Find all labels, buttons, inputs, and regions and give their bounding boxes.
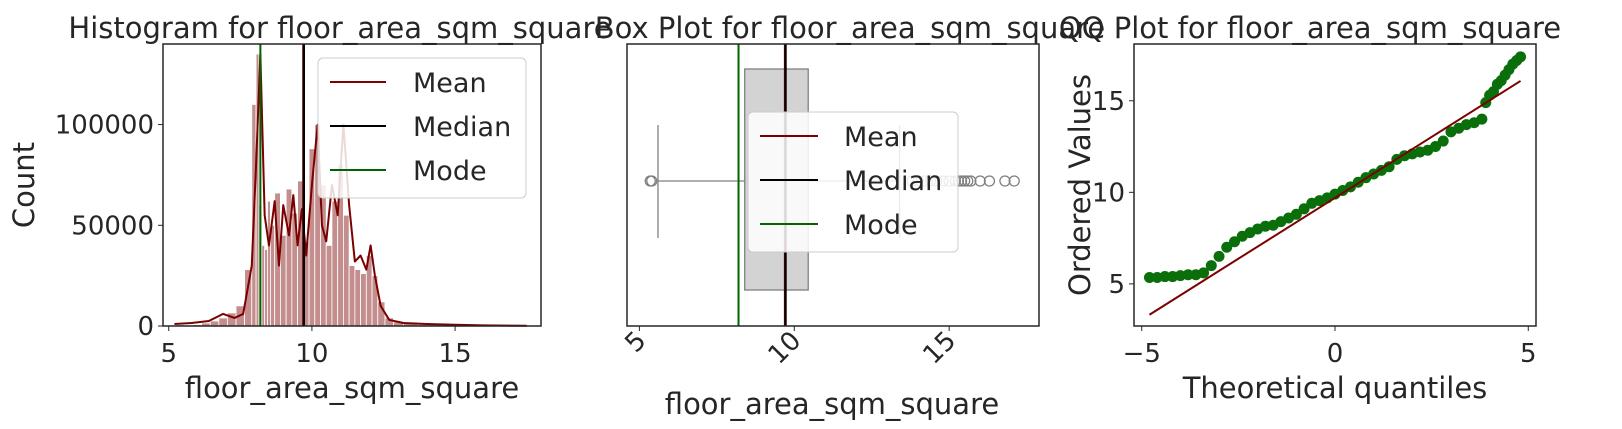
histogram-legend-median: Median xyxy=(413,112,511,143)
boxplot-x-label: floor_area_sqm_square xyxy=(665,387,999,421)
qqplot-point xyxy=(1159,271,1171,283)
qqplot-point xyxy=(1437,135,1449,147)
histogram-bar xyxy=(331,200,339,327)
qqplot-y-tick-label: 10 xyxy=(1092,178,1125,208)
histogram-panel: Histogram for floor_area_sqm_square 5 10 1… xyxy=(7,11,612,405)
boxplot-outlier xyxy=(974,175,986,187)
histogram-bar xyxy=(209,320,220,327)
histogram-y-label: Count xyxy=(7,142,41,228)
qqplot-point xyxy=(1143,271,1155,283)
boxplot-legend-median: Median xyxy=(844,166,942,197)
boxplot-x-tick-label: 15 xyxy=(918,326,963,371)
qqplot-point xyxy=(1229,236,1240,248)
histogram-x-ticks: 5 10 15 xyxy=(160,326,472,369)
qqplot-point xyxy=(1213,250,1225,262)
qqplot-point xyxy=(1515,51,1527,63)
boxplot-outlier xyxy=(1008,175,1020,187)
qqplot-x-tick-label: −5 xyxy=(1123,339,1161,369)
boxplot-outlier xyxy=(999,175,1011,187)
histogram-bar xyxy=(325,245,333,327)
histogram-legend-mode: Mode xyxy=(413,156,487,187)
boxplot-outlier xyxy=(962,175,974,187)
qqplot-y-tick-label: 5 xyxy=(1108,270,1125,300)
qqplot-x-tick-label: 5 xyxy=(1520,339,1537,369)
histogram-y-tick-label: 0 xyxy=(137,312,154,342)
histogram-y-ticks: 0 50000 100000 xyxy=(55,111,163,342)
histogram-x-tick-label: 10 xyxy=(295,339,328,369)
histogram-x-tick-label: 5 xyxy=(160,339,177,369)
histogram-bar xyxy=(354,269,361,327)
boxplot-legend-mode: Mode xyxy=(844,210,918,241)
qqplot-y-ticks: 5 10 15 xyxy=(1092,87,1134,300)
boxplot-panel: Box Plot for floor_area_sqm_square 5 10 15… xyxy=(595,11,1106,421)
histogram-x-tick-label: 15 xyxy=(439,339,472,369)
histogram-bar xyxy=(218,317,228,327)
qqplot-x-label: Theoretical quantiles xyxy=(1182,371,1488,405)
qqplot-point xyxy=(1430,141,1441,153)
qqplot-x-ticks: −5 0 5 xyxy=(1123,326,1537,369)
qqplot-frame xyxy=(1133,43,1537,327)
histogram-bar xyxy=(280,234,287,327)
histogram-x-label: floor_area_sqm_square xyxy=(185,371,519,405)
boxplot-outlier xyxy=(983,175,996,187)
boxplot-legend: Mean Median Mode xyxy=(747,111,959,253)
histogram-bar xyxy=(269,224,276,327)
boxplot-outlier xyxy=(959,175,971,187)
histogram-bar xyxy=(261,245,266,327)
boxplot-outlier xyxy=(646,175,658,187)
histogram-y-tick-label: 50000 xyxy=(71,211,154,241)
boxplot-x-tick-label: 5 xyxy=(619,326,652,359)
qqplot-point xyxy=(1383,161,1395,173)
histogram-frame xyxy=(162,43,542,327)
histogram-bar xyxy=(348,265,356,327)
qqplot-point xyxy=(1290,208,1302,220)
qqplot-point xyxy=(1221,241,1233,253)
boxplot-x-ticks: 5 10 15 xyxy=(619,326,962,371)
histogram-bar xyxy=(343,214,350,327)
boxplot-outlier xyxy=(965,175,977,187)
histogram-title: Histogram for floor_area_sqm_square xyxy=(68,11,611,45)
boxplot-x-tick-label: 10 xyxy=(763,326,808,371)
qqplot-x-tick-label: 0 xyxy=(1327,339,1344,369)
qqplot-y-label: Ordered Values xyxy=(1063,74,1097,296)
histogram-kde-line xyxy=(174,53,527,327)
qqplot-point xyxy=(1476,113,1488,125)
qqplot-point xyxy=(1298,203,1310,215)
qqplot-title: QQ Plot for floor_area_sqm_square xyxy=(1059,11,1561,45)
boxplot-legend-mean: Mean xyxy=(844,122,918,153)
histogram-legend-box xyxy=(317,57,527,199)
qqplot-point xyxy=(1182,269,1194,281)
qqplot-plot-area xyxy=(1143,51,1527,316)
histogram-legend-mean: Mean xyxy=(413,68,487,99)
histogram-plot-area xyxy=(174,44,527,327)
boxplot-frame xyxy=(626,43,1040,327)
qqplot-panel: QQ Plot for floor_area_sqm_square −5 0 5 5… xyxy=(1059,11,1561,405)
histogram-bar xyxy=(267,200,271,327)
histogram-bar xyxy=(360,273,367,327)
qqplot-point xyxy=(1205,260,1217,272)
boxplot-legend-box xyxy=(747,111,959,253)
histogram-y-tick-label: 100000 xyxy=(55,111,154,141)
boxplot-title: Box Plot for floor_area_sqm_square xyxy=(595,11,1106,45)
qqplot-fit-line xyxy=(1148,80,1522,316)
qqplot-point xyxy=(1198,267,1210,279)
histogram-legend: Mean Median Mode xyxy=(317,57,527,199)
histogram-bar xyxy=(264,249,268,327)
qqplot-y-tick-label: 15 xyxy=(1092,87,1125,117)
